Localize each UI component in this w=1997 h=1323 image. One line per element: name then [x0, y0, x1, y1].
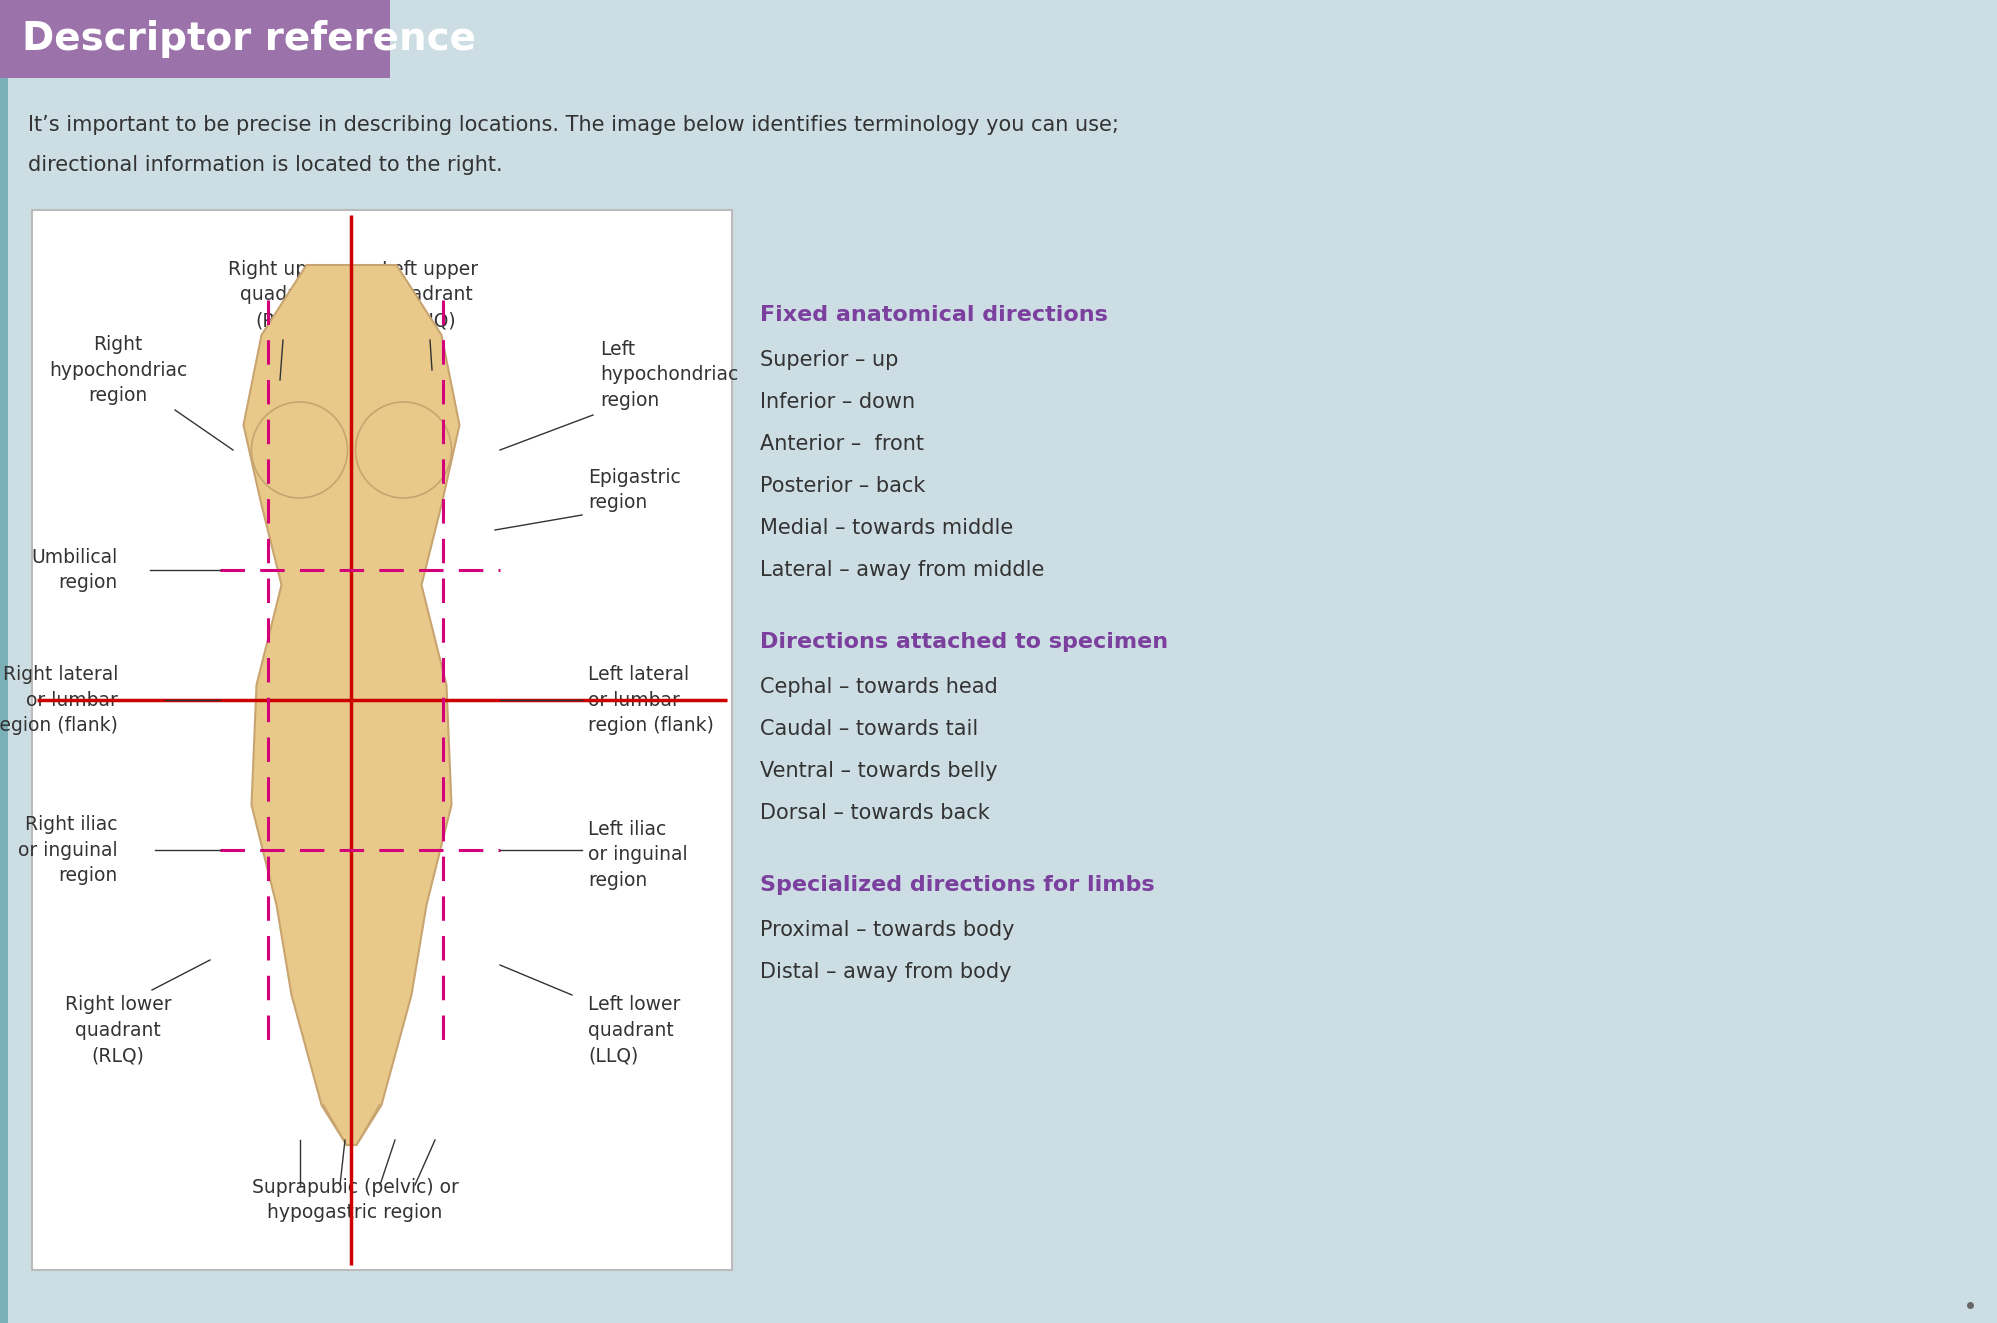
Text: Left iliac
or inguinal
region: Left iliac or inguinal region [587, 820, 687, 890]
Text: directional information is located to the right.: directional information is located to th… [28, 155, 503, 175]
Text: Caudal – towards tail: Caudal – towards tail [761, 718, 979, 740]
Text: Right upper
quadrant
(RUQ): Right upper quadrant (RUQ) [228, 259, 337, 331]
Text: Cephal – towards head: Cephal – towards head [761, 677, 998, 697]
Circle shape [252, 402, 347, 497]
Text: Left
hypochondriac
region: Left hypochondriac region [599, 340, 739, 410]
Text: Ventral – towards belly: Ventral – towards belly [761, 761, 998, 781]
Text: Inferior – down: Inferior – down [761, 392, 915, 411]
Text: Dorsal – towards back: Dorsal – towards back [761, 803, 991, 823]
Text: Left lower
quadrant
(LLQ): Left lower quadrant (LLQ) [587, 995, 681, 1065]
Text: Epigastric
region: Epigastric region [587, 467, 681, 512]
Text: Suprapubic (pelvic) or
hypogastric region: Suprapubic (pelvic) or hypogastric regio… [252, 1177, 459, 1222]
Text: Descriptor reference: Descriptor reference [22, 20, 475, 58]
Text: Fixed anatomical directions: Fixed anatomical directions [761, 306, 1108, 325]
Text: Proximal – towards body: Proximal – towards body [761, 919, 1014, 941]
Text: Left lateral
or lumbar
region (flank): Left lateral or lumbar region (flank) [587, 664, 713, 736]
Text: Left upper
quadrant
(LUQ): Left upper quadrant (LUQ) [381, 259, 477, 331]
Text: Specialized directions for limbs: Specialized directions for limbs [761, 875, 1154, 894]
Text: Right iliac
or inguinal
region: Right iliac or inguinal region [18, 815, 118, 885]
Text: Right
hypochondriac
region: Right hypochondriac region [48, 335, 188, 405]
Text: Lateral – away from middle: Lateral – away from middle [761, 560, 1044, 579]
Text: Right lower
quadrant
(RLQ): Right lower quadrant (RLQ) [64, 995, 172, 1065]
Text: Umbilical
region: Umbilical region [32, 548, 118, 593]
Bar [0, 0, 389, 78]
Text: Anterior –  front: Anterior – front [761, 434, 925, 454]
Text: Distal – away from body: Distal – away from body [761, 962, 1012, 982]
Text: Superior – up: Superior – up [761, 351, 899, 370]
Bar [0, 78, 8, 1323]
Bar [32, 210, 733, 1270]
Text: Medial – towards middle: Medial – towards middle [761, 519, 1012, 538]
Text: Posterior – back: Posterior – back [761, 476, 925, 496]
Text: It’s important to be precise in describing locations. The image below identifies: It’s important to be precise in describi… [28, 115, 1118, 135]
Text: Directions attached to specimen: Directions attached to specimen [761, 632, 1168, 652]
Circle shape [355, 402, 451, 497]
Polygon shape [244, 265, 459, 1144]
Text: Right lateral
or lumbar
region (flank): Right lateral or lumbar region (flank) [0, 664, 118, 736]
